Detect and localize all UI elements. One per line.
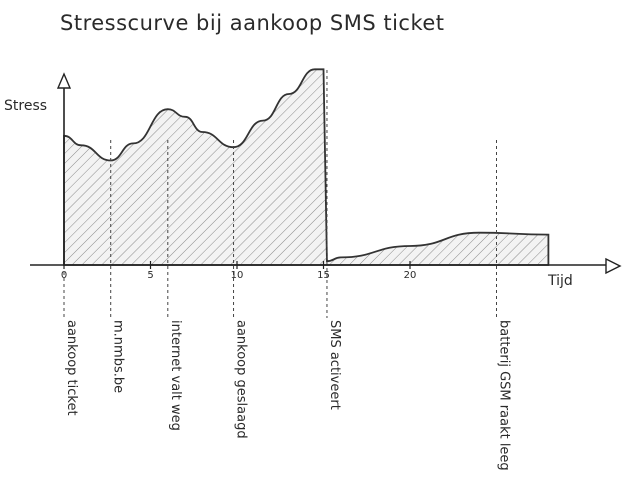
annotation-label: m.nmbs.be (111, 320, 126, 393)
x-tick-label: 5 (147, 270, 153, 281)
annotations: aankoop ticket m.nmbs.be internet valt weg… (64, 320, 512, 471)
stress-area (63, 68, 550, 266)
x-axis-arrow (605, 257, 622, 275)
annotation-label: aankoop geslaagd (234, 320, 249, 439)
y-axis-arrow (56, 72, 72, 89)
y-axis-label: Stress (4, 98, 47, 114)
chart-title: Stresscurve bij aankoop SMS ticket (60, 11, 445, 35)
x-ticks: 0 5 10 15 20 (61, 261, 417, 281)
annotation-label: SMS activeert (327, 320, 342, 410)
x-tick-label: 15 (317, 270, 330, 281)
annotation-label: batterij GSM raakt leeg (497, 320, 512, 471)
x-tick-label: 20 (404, 270, 417, 281)
x-tick-label: 0 (61, 270, 67, 281)
annotation-label: internet valt weg (168, 320, 183, 431)
annotation-guides (63, 70, 497, 318)
annotation-label: aankoop ticket (64, 320, 79, 416)
x-tick-label: 10 (231, 270, 244, 281)
x-axis-label: Tijd (547, 273, 573, 289)
